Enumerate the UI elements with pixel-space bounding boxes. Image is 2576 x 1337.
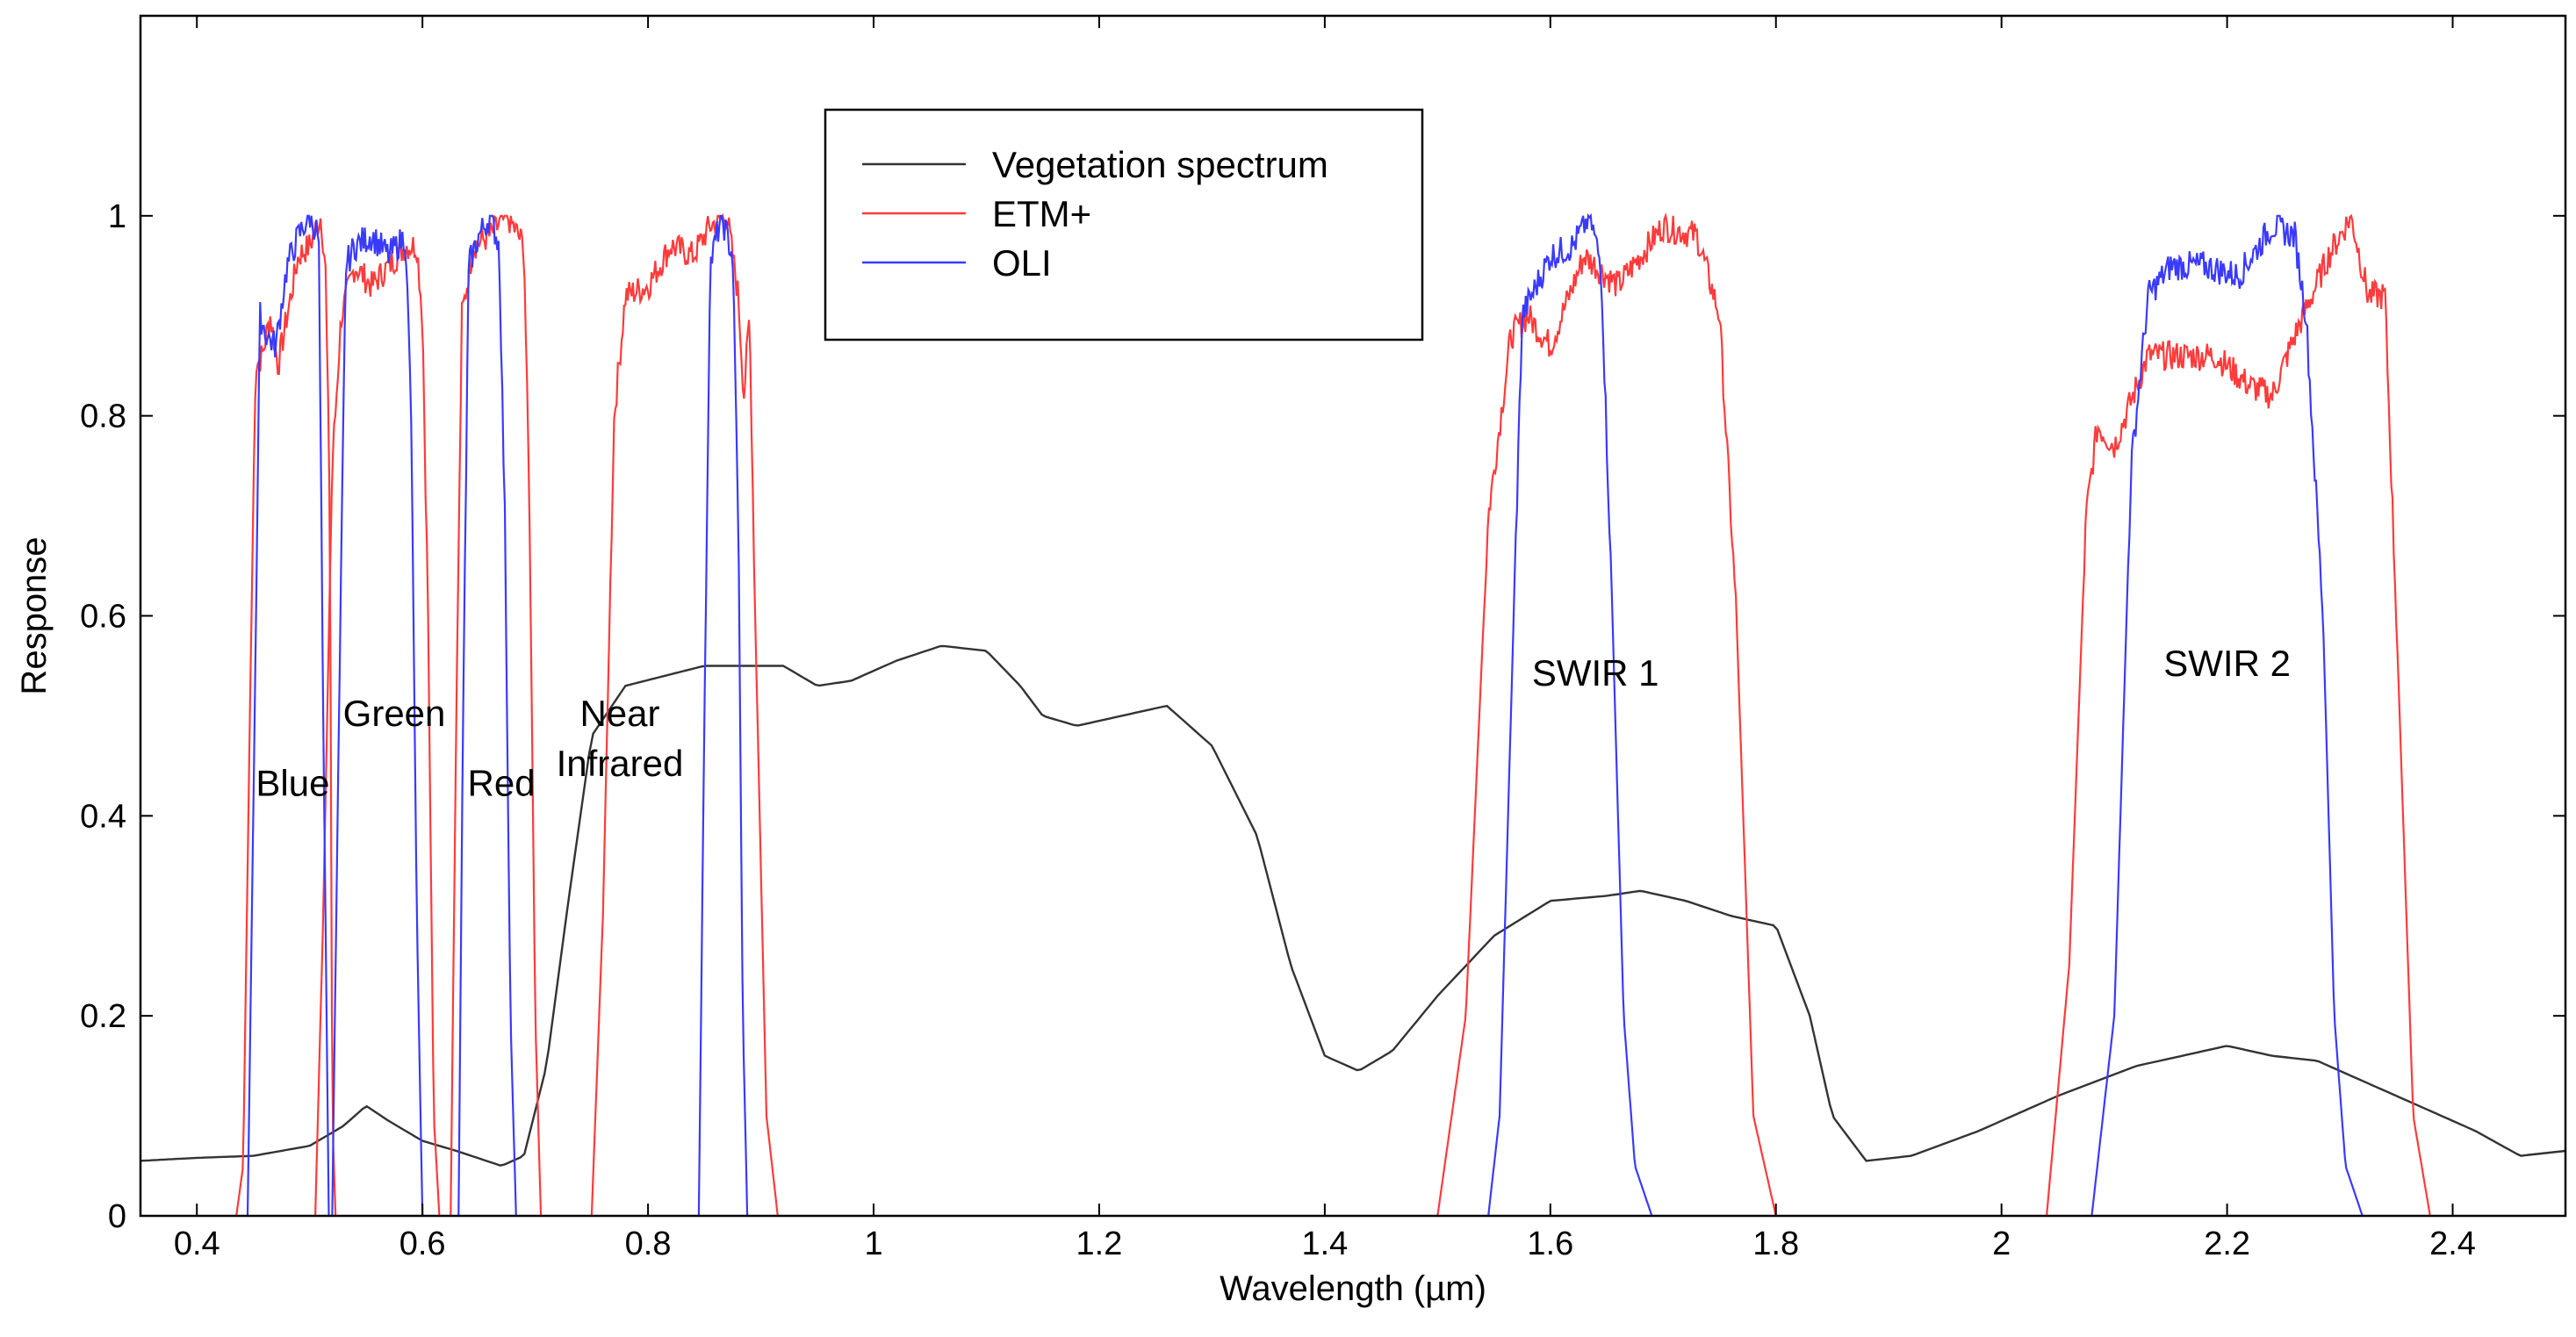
oli-band-5 <box>1487 212 1653 1217</box>
legend: Vegetation spectrum ETM+ OLI <box>824 108 1424 341</box>
band-label: Green <box>343 693 446 734</box>
oli-band-4 <box>697 214 749 1217</box>
y-tick-label: 0.4 <box>80 798 126 835</box>
x-tick-label: 0.8 <box>625 1226 672 1262</box>
x-tick-label: 1.8 <box>1752 1226 1799 1262</box>
etm-band-4 <box>590 212 779 1217</box>
y-axis-label: Response <box>15 536 54 694</box>
band-label: SWIR 2 <box>2163 643 2291 684</box>
x-tick-label: 2.4 <box>2429 1226 2476 1262</box>
etm-band-6 <box>2046 213 2431 1217</box>
axis-ticks: 0.4 0.6 0.8 1 1.2 1.4 1.6 1.8 2 2.2 2.4 0 0.2 0.4 0.6 0… <box>80 16 2565 1262</box>
vegetation-spectrum-line <box>140 644 2566 1167</box>
legend-entry: OLI <box>992 242 1052 284</box>
band-label: Near <box>579 693 659 734</box>
band-label: Infrared <box>557 743 684 784</box>
x-tick-label: 1 <box>864 1226 882 1262</box>
etm-band-2 <box>314 237 441 1217</box>
oli-band-3 <box>457 214 517 1217</box>
x-tick-label: 2 <box>1992 1226 2011 1262</box>
y-tick-label: 0.8 <box>80 399 126 435</box>
legend-box <box>824 108 1424 341</box>
etm-band-3 <box>450 214 543 1217</box>
oli-band-6 <box>2090 214 2364 1217</box>
x-tick-label: 1.6 <box>1527 1226 1573 1262</box>
y-tick-label: 0.6 <box>80 599 126 636</box>
x-axis-label: Wavelength (µm) <box>1220 1269 1486 1308</box>
x-tick-label: 1.2 <box>1076 1226 1123 1262</box>
band-label: SWIR 1 <box>1532 652 1659 694</box>
x-tick-label: 2.2 <box>2204 1226 2250 1262</box>
x-tick-label: 1.4 <box>1301 1226 1348 1262</box>
etm-band-1 <box>235 218 337 1217</box>
band-annotations: Blue Green Red Near Infrared SWIR 1 SWIR 2 <box>255 643 2291 804</box>
band-label: Blue <box>255 763 329 804</box>
legend-entry: ETM+ <box>992 193 1091 234</box>
y-tick-label: 0 <box>108 1198 126 1235</box>
y-tick-label: 0.2 <box>80 998 126 1035</box>
plot-curves <box>140 212 2566 1217</box>
oli-band-2 <box>331 227 424 1217</box>
y-tick-label: 1 <box>108 198 126 235</box>
oli-band-1 <box>246 214 330 1217</box>
legend-entry: Vegetation spectrum <box>992 144 1328 185</box>
x-tick-label: 0.6 <box>399 1226 446 1262</box>
etm-band-5 <box>1436 212 1777 1217</box>
x-tick-label: 0.4 <box>174 1226 220 1262</box>
band-label: Red <box>468 763 536 804</box>
